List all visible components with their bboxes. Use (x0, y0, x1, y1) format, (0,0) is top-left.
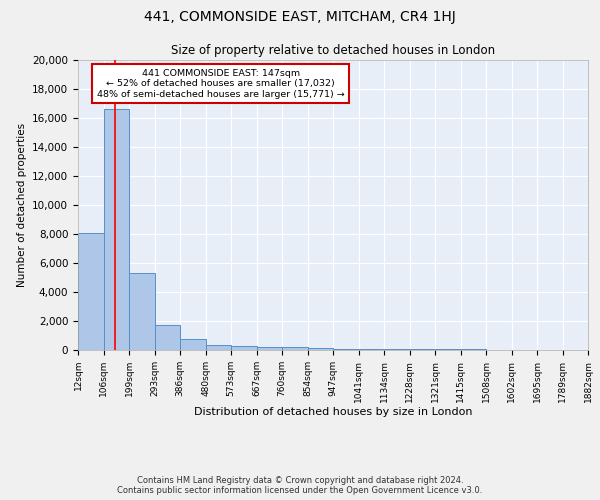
Bar (333, 348, 359, 350)
Bar (206, 345, 231, 350)
Y-axis label: Number of detached properties: Number of detached properties (17, 123, 26, 287)
Bar (104, 110, 129, 350)
Text: 441 COMMONSIDE EAST: 147sqm
← 52% of detached houses are smaller (17,032)
48% of: 441 COMMONSIDE EAST: 147sqm ← 52% of det… (97, 68, 344, 98)
Bar (257, 347, 282, 350)
Bar (78, 232, 104, 350)
Text: Contains HM Land Registry data © Crown copyright and database right 2024.
Contai: Contains HM Land Registry data © Crown c… (118, 476, 482, 495)
Bar (282, 347, 308, 350)
Bar (384, 349, 410, 350)
Bar (308, 348, 333, 350)
Bar (180, 339, 206, 350)
X-axis label: Distribution of detached houses by size in London: Distribution of detached houses by size … (194, 408, 472, 418)
Bar (231, 346, 257, 350)
Text: 441, COMMONSIDE EAST, MITCHAM, CR4 1HJ: 441, COMMONSIDE EAST, MITCHAM, CR4 1HJ (144, 10, 456, 24)
Bar (155, 324, 180, 350)
Bar (129, 273, 155, 350)
Title: Size of property relative to detached houses in London: Size of property relative to detached ho… (171, 44, 495, 58)
Bar (359, 349, 384, 350)
